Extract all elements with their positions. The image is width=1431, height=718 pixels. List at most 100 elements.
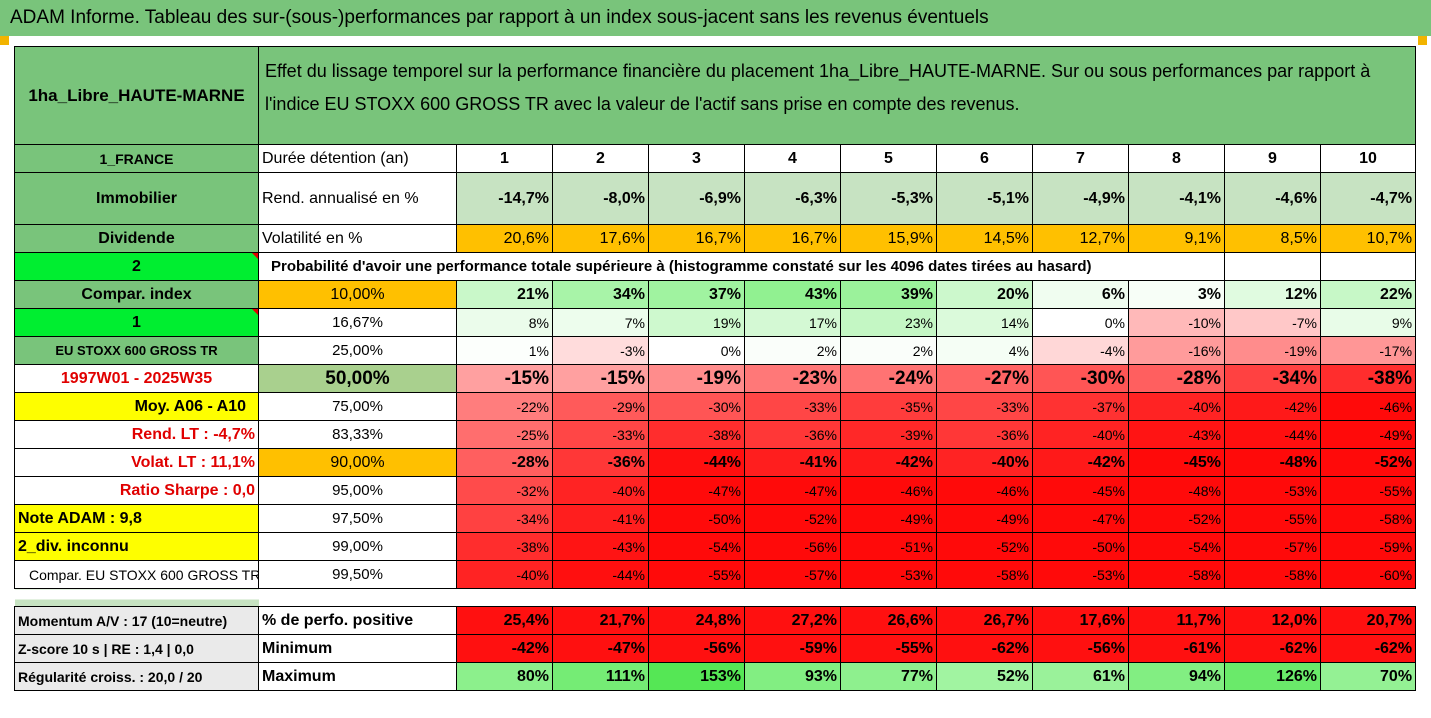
rend-row: Immobilier Rend. annualisé en % -14,7% -8,0… bbox=[14, 172, 1417, 225]
quantile-value: 0% bbox=[648, 336, 745, 365]
min-row: Z-score 10 s | RE : 1,4 | 0,0 Minimum -42%… bbox=[14, 634, 1417, 663]
quantile-value: -47% bbox=[744, 476, 841, 505]
pos-value: 25,4% bbox=[456, 606, 553, 635]
year-header: 6 bbox=[936, 144, 1033, 173]
spacer-cell bbox=[553, 589, 649, 607]
quantile-value: -3% bbox=[552, 336, 649, 365]
proba-row: 2 Probabilité d'avoir une performance tot… bbox=[14, 252, 1417, 281]
quantile-value: -17% bbox=[1319, 336, 1417, 365]
quantile-value: -49% bbox=[1319, 420, 1417, 449]
max-value: 52% bbox=[936, 662, 1033, 691]
quantile-value: -45% bbox=[1128, 448, 1225, 477]
note-adam: Note ADAM : 9,8 bbox=[14, 504, 259, 533]
category: Immobilier bbox=[14, 172, 259, 225]
quantile-value: -33% bbox=[552, 420, 649, 449]
pos-value: 11,7% bbox=[1128, 606, 1225, 635]
quantile-value: -7% bbox=[1224, 308, 1321, 337]
max-value: 93% bbox=[744, 662, 841, 691]
pos-value: 17,6% bbox=[1032, 606, 1129, 635]
min-value: -55% bbox=[840, 634, 937, 663]
type: Dividende bbox=[14, 224, 259, 253]
year-header: 8 bbox=[1128, 144, 1225, 173]
quantile-value: -49% bbox=[840, 504, 937, 533]
volat-value: 12,7% bbox=[1032, 224, 1129, 253]
quantile-value: -48% bbox=[1224, 448, 1321, 477]
min-value: -47% bbox=[552, 634, 649, 663]
rend-value: -14,7% bbox=[456, 172, 553, 225]
spacer-cell bbox=[1225, 589, 1321, 607]
index-name: EU STOXX 600 GROSS TR bbox=[14, 336, 259, 365]
quantile-value: -50% bbox=[648, 504, 745, 533]
quantile-row: Compar. index 10,00% 21% 34% 37% 43% 39% 20% 6% 3… bbox=[14, 280, 1417, 309]
pos-row: Momentum A/V : 17 (10=neutre)% de perfo.… bbox=[14, 606, 1417, 635]
sharpe: Ratio Sharpe : 0,0 bbox=[14, 476, 259, 505]
pos-value: 21,7% bbox=[552, 606, 649, 635]
quantile-value: -34% bbox=[456, 504, 553, 533]
quantile-value: -43% bbox=[552, 532, 649, 561]
year-header: 7 bbox=[1032, 144, 1129, 173]
label-max: Maximum bbox=[258, 662, 457, 691]
quantile-value: 43% bbox=[744, 280, 841, 309]
quantile-value: -42% bbox=[1032, 448, 1129, 477]
quantile-value: -57% bbox=[744, 560, 841, 589]
quantile-label: 83,33% bbox=[258, 420, 457, 449]
spacer-cell bbox=[937, 589, 1033, 607]
quantile-label: 99,50% bbox=[258, 560, 457, 589]
quantile-value: -29% bbox=[552, 392, 649, 421]
quantile-value: 2% bbox=[744, 336, 841, 365]
label-volat: Volatilité en % bbox=[258, 224, 457, 253]
quantile-value: -46% bbox=[936, 476, 1033, 505]
quantile-value: 8% bbox=[456, 308, 553, 337]
quantile-value: -53% bbox=[1032, 560, 1129, 589]
quantile-value: -28% bbox=[456, 448, 553, 477]
quantile-value: 4% bbox=[936, 336, 1033, 365]
quantile-value: 6% bbox=[1032, 280, 1129, 309]
spacer-cell bbox=[1321, 589, 1416, 607]
quantile-value: 12% bbox=[1224, 280, 1321, 309]
quantile-value: -36% bbox=[744, 420, 841, 449]
empty-cell bbox=[1224, 252, 1321, 281]
quantile-value: -52% bbox=[744, 504, 841, 533]
quantile-row: Rend. LT : -4,7% 83,33% -25% -33% -38% -36% -3… bbox=[14, 420, 1417, 449]
quantile-value: -53% bbox=[840, 560, 937, 589]
quantile-value: -40% bbox=[936, 448, 1033, 477]
spacer-cell bbox=[1033, 589, 1129, 607]
max-value: 61% bbox=[1032, 662, 1129, 691]
quantile-value: -22% bbox=[456, 392, 553, 421]
quantile-row: Volat. LT : 11,1% 90,00% -28% -36% -44% -41% -… bbox=[14, 448, 1417, 477]
rend-value: -5,3% bbox=[840, 172, 937, 225]
quantile-value: 0% bbox=[1032, 308, 1129, 337]
quantile-value: -58% bbox=[1319, 504, 1417, 533]
quantile-value: -60% bbox=[1319, 560, 1417, 589]
quantile-value: -19% bbox=[648, 364, 745, 393]
compar-2: Compar. EU STOXX 600 GROSS TR bbox=[14, 560, 259, 589]
quantile-value: -40% bbox=[552, 476, 649, 505]
quantile-value: -38% bbox=[648, 420, 745, 449]
quantile-value: -58% bbox=[1128, 560, 1225, 589]
volat-value: 15,9% bbox=[840, 224, 937, 253]
quantile-value: -15% bbox=[552, 364, 649, 393]
zscore: Z-score 10 s | RE : 1,4 | 0,0 bbox=[14, 634, 259, 663]
quantile-value: -36% bbox=[936, 420, 1033, 449]
quantile-value: -30% bbox=[1032, 364, 1129, 393]
quantile-row: Note ADAM : 9,8 97,50% -34% -41% -50% -52% -49… bbox=[14, 504, 1417, 533]
rend-value: -5,1% bbox=[936, 172, 1033, 225]
quantile-value: -39% bbox=[840, 420, 937, 449]
quantile-value: -47% bbox=[1032, 504, 1129, 533]
quantile-value: -53% bbox=[1224, 476, 1321, 505]
quantile-value: 14% bbox=[936, 308, 1033, 337]
corner-mark bbox=[1418, 36, 1427, 45]
n2: 2 bbox=[14, 252, 259, 281]
max-value: 153% bbox=[648, 662, 745, 691]
volat-lt: Volat. LT : 11,1% bbox=[14, 448, 259, 477]
moy: Moy. A06 - A10 bbox=[14, 392, 259, 421]
quantile-value: -44% bbox=[648, 448, 745, 477]
quantile-row: Moy. A06 - A10 75,00% -22% -29% -30% -33% -35%… bbox=[14, 392, 1417, 421]
quantile-value: -41% bbox=[744, 448, 841, 477]
header-row: 1ha_Libre_HAUTE-MARNE Effet du lissage te… bbox=[14, 46, 1417, 145]
quantile-value: -46% bbox=[1319, 392, 1417, 421]
quantile-row: EU STOXX 600 GROSS TR 25,00% 1% -3% 0% 2% 2% 4%… bbox=[14, 336, 1417, 365]
year-header: 1 bbox=[456, 144, 553, 173]
quantile-label: 75,00% bbox=[258, 392, 457, 421]
min-value: -62% bbox=[1319, 634, 1417, 663]
